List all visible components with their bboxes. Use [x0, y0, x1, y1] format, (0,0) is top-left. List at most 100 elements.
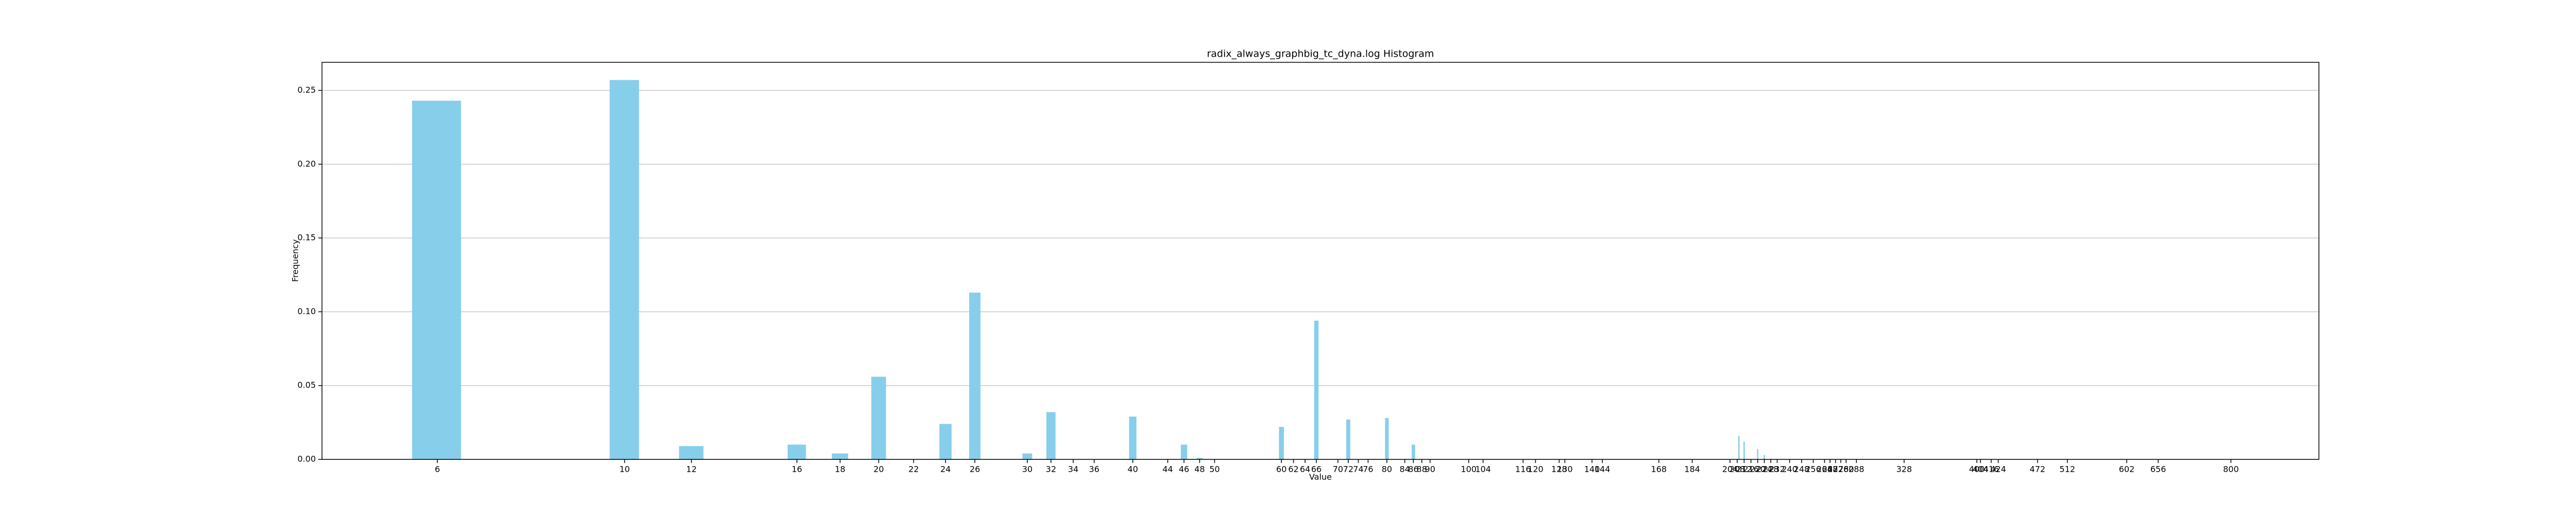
bar — [1346, 419, 1350, 459]
x-tick-label: 72 — [1343, 465, 1353, 474]
x-tick-label: 268 — [1822, 465, 1838, 474]
x-tick-label: 144 — [1595, 465, 1611, 474]
x-tick-label: 66 — [1311, 465, 1321, 474]
x-tick-label: 404 — [1973, 465, 1989, 474]
x-tick-label: 84 — [1399, 465, 1410, 474]
bar — [1314, 320, 1319, 459]
x-tick-label: 70 — [1333, 465, 1343, 474]
y-tick-label: 0.15 — [297, 233, 316, 243]
x-tick-label: 60 — [1276, 465, 1286, 474]
x-tick-label: 140 — [1584, 465, 1600, 474]
x-tick-label: 88 — [1417, 465, 1427, 474]
x-tick-label: 48 — [1194, 465, 1205, 474]
x-tick-label: 656 — [2150, 465, 2166, 474]
x-tick-label: 220 — [1750, 465, 1766, 474]
x-tick-label: 204 — [1722, 465, 1738, 474]
y-tick-label: 0.25 — [297, 85, 316, 95]
x-tick-label: 212 — [1736, 465, 1752, 474]
x-tick-label: 40 — [1128, 465, 1138, 474]
x-tick-label: 602 — [2119, 465, 2135, 474]
bar — [1764, 455, 1765, 459]
bar — [1180, 444, 1188, 459]
bar — [939, 424, 952, 459]
x-tick-label: 46 — [1179, 465, 1189, 474]
x-tick-label: 416 — [1984, 465, 1999, 474]
x-tick-label: 280 — [1838, 465, 1854, 474]
x-tick-label: 128 — [1551, 465, 1567, 474]
x-tick-label: 22 — [908, 465, 919, 474]
x-tick-label: 44 — [1162, 465, 1173, 474]
x-tick-label: 472 — [2030, 465, 2046, 474]
x-tick-label: 400 — [1969, 465, 1985, 474]
x-tick-label: 248 — [1794, 465, 1810, 474]
x-tick-label: 12 — [686, 465, 697, 474]
x-tick-label: 24 — [940, 465, 951, 474]
bar — [1196, 458, 1203, 459]
x-tick-label: 90 — [1425, 465, 1435, 474]
bar — [1046, 412, 1056, 459]
x-tick-label: 86 — [1408, 465, 1418, 474]
x-tick-label: 80 — [1382, 465, 1392, 474]
x-tick-label: 26 — [970, 465, 980, 474]
bar — [1129, 416, 1137, 459]
x-tick-label: 36 — [1089, 465, 1099, 474]
bar — [787, 444, 806, 459]
bar — [1022, 453, 1032, 459]
x-tick-label: 184 — [1684, 465, 1700, 474]
bar — [609, 80, 639, 460]
x-tick-label: 18 — [835, 465, 845, 474]
x-tick-label: 64 — [1300, 465, 1310, 474]
x-tick-label: 74 — [1353, 465, 1363, 474]
bar — [679, 446, 704, 459]
chart-title: radix_always_graphbig_tc_dyna.log Histog… — [1207, 48, 1434, 60]
x-tick-label: 168 — [1651, 465, 1667, 474]
x-tick-label: 256 — [1805, 465, 1821, 474]
x-tick-label: 120 — [1528, 465, 1544, 474]
x-tick-label: 216 — [1743, 465, 1759, 474]
x-tick-label: 240 — [1782, 465, 1798, 474]
x-tick-label: 32 — [1046, 465, 1056, 474]
x-tick-label: 800 — [2223, 465, 2239, 474]
x-tick-label: 104 — [1475, 465, 1491, 474]
x-tick-label: 16 — [792, 465, 802, 474]
x-tick-label: 264 — [1817, 465, 1833, 474]
x-tick-label: 328 — [1896, 465, 1912, 474]
bar — [1757, 449, 1758, 459]
x-axis-label: Value — [1309, 472, 1332, 482]
x-tick-label: 276 — [1833, 465, 1849, 474]
x-tick-label: 10 — [619, 465, 630, 474]
bar — [969, 293, 981, 459]
x-tick-label: 272 — [1827, 465, 1843, 474]
bar — [1738, 436, 1740, 459]
y-tick-label: 0.00 — [297, 454, 316, 464]
x-tick-label: 288 — [1849, 465, 1865, 474]
x-tick-label: 208 — [1730, 465, 1745, 474]
y-axis-label: Frequency — [291, 239, 300, 282]
x-tick-label: 116 — [1515, 465, 1531, 474]
bar — [412, 100, 461, 459]
x-tick-label: 62 — [1288, 465, 1298, 474]
bar — [1385, 418, 1389, 459]
bar — [1412, 444, 1415, 459]
x-tick-label: 76 — [1363, 465, 1373, 474]
x-tick-label: 6 — [435, 465, 440, 474]
y-tick-label: 0.10 — [297, 306, 316, 316]
x-tick-label: 424 — [1990, 465, 2006, 474]
x-tick-label: 224 — [1756, 465, 1772, 474]
x-tick-label: 20 — [873, 465, 884, 474]
x-tick-label: 228 — [1763, 465, 1779, 474]
x-tick-label: 512 — [2059, 465, 2075, 474]
x-tick-label: 30 — [1022, 465, 1032, 474]
x-tick-label: 130 — [1557, 465, 1573, 474]
x-tick-label: 34 — [1068, 465, 1078, 474]
bar — [1279, 426, 1284, 459]
y-tick-label: 0.05 — [297, 380, 316, 390]
y-tick-label: 0.20 — [297, 159, 316, 168]
x-tick-label: 100 — [1461, 465, 1477, 474]
x-tick-label: 232 — [1769, 465, 1785, 474]
bar — [832, 453, 849, 459]
plot-frame — [321, 62, 2319, 460]
x-tick-label: 50 — [1209, 465, 1219, 474]
bar — [1743, 441, 1745, 459]
